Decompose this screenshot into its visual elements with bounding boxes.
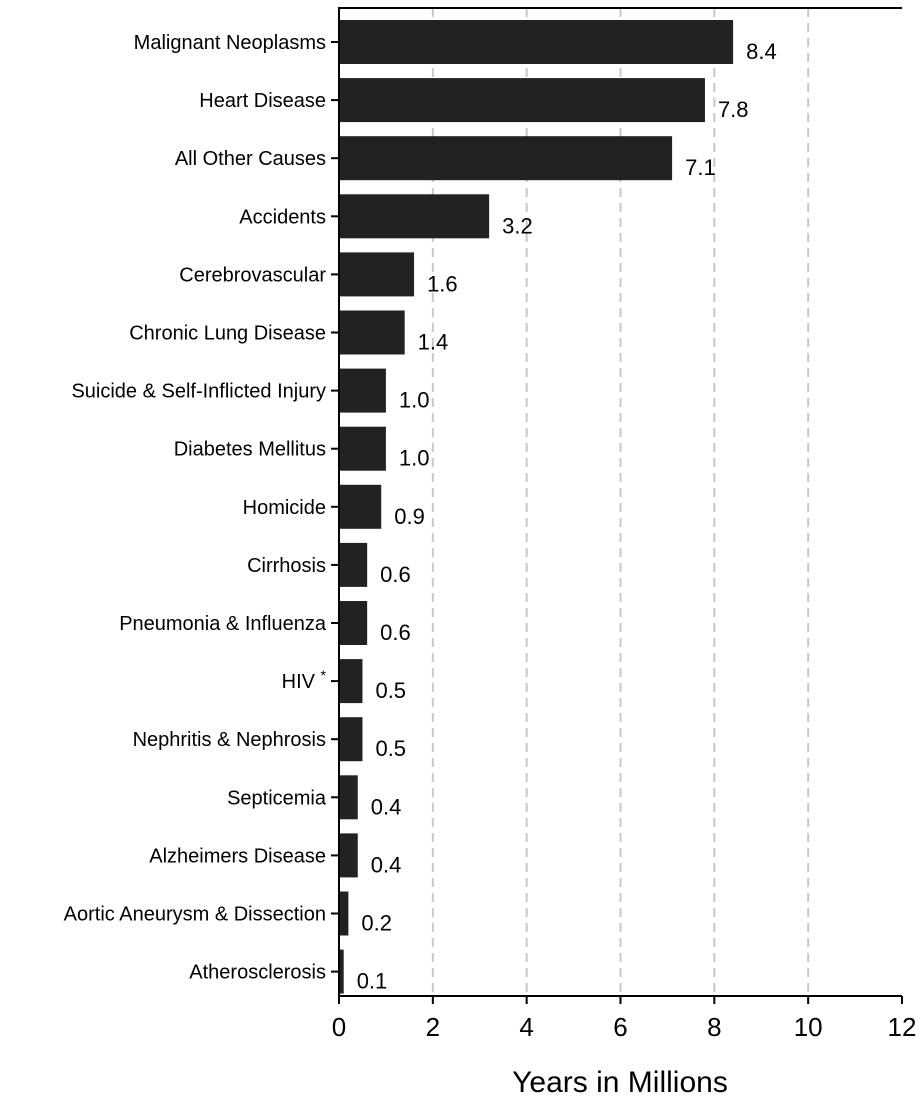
x-tick-label: 0 <box>332 1012 346 1042</box>
bar <box>339 426 386 471</box>
category-label: Cirrhosis <box>247 555 326 577</box>
category-label: Accidents <box>239 206 326 228</box>
category-label: Malignant Neoplasms <box>134 32 326 54</box>
value-label: 0.2 <box>361 911 392 936</box>
category-label: All Other Causes <box>175 148 326 170</box>
value-label: 0.9 <box>394 504 425 529</box>
labels: Malignant Neoplasms 8.4 Heart Disease 7.8 Al… <box>64 32 917 1042</box>
bar <box>339 78 705 123</box>
value-label: 1.0 <box>399 446 430 471</box>
bar <box>339 833 358 878</box>
x-tick-label: 10 <box>794 1012 823 1042</box>
x-tick-label: 6 <box>613 1012 627 1042</box>
x-tick-label: 8 <box>707 1012 721 1042</box>
value-label: 7.1 <box>685 155 716 180</box>
category-label: Pneumonia & Influenza <box>119 613 327 635</box>
bars <box>339 20 734 994</box>
value-label: 0.1 <box>357 969 388 994</box>
category-label: Septicemia <box>227 787 327 809</box>
value-label: 0.6 <box>380 562 411 587</box>
category-label: Diabetes Mellitus <box>174 439 326 461</box>
category-label: Cerebrovascular <box>179 264 326 286</box>
category-label: Atherosclerosis <box>189 962 326 984</box>
category-label: Alzheimers Disease <box>149 845 326 867</box>
bar <box>339 775 358 820</box>
x-tick-label: 12 <box>888 1012 917 1042</box>
value-label: 1.0 <box>399 388 430 413</box>
bar <box>339 20 734 64</box>
bar <box>339 659 363 704</box>
bar <box>339 136 673 181</box>
category-label: Aortic Aneurysm & Dissection <box>64 904 326 926</box>
x-tick-label: 2 <box>426 1012 440 1042</box>
bar <box>339 949 344 994</box>
bar <box>339 542 368 587</box>
value-label: 1.6 <box>427 271 458 296</box>
value-label: 3.2 <box>502 213 533 238</box>
bar <box>339 368 386 413</box>
bar <box>339 310 405 355</box>
value-label: 0.4 <box>371 852 402 877</box>
value-label: 0.5 <box>375 678 406 703</box>
category-label: HIV * <box>282 667 327 693</box>
category-label: Suicide & Self-Inflicted Injury <box>71 381 326 403</box>
category-label: Homicide <box>243 497 326 519</box>
footnote-marker: * <box>321 667 327 683</box>
bar <box>339 194 490 239</box>
axes <box>331 7 903 1004</box>
bar <box>339 601 368 645</box>
bar <box>339 484 382 529</box>
x-tick-label: 4 <box>519 1012 533 1042</box>
category-label: Nephritis & Nephrosis <box>133 729 326 751</box>
bar <box>339 717 363 762</box>
bar <box>339 891 349 936</box>
x-axis-title: Years in Millions <box>512 1066 728 1099</box>
value-label: 8.4 <box>746 39 777 64</box>
value-label: 0.4 <box>371 794 402 819</box>
value-label: 0.5 <box>375 736 406 761</box>
category-label: Chronic Lung Disease <box>129 323 326 345</box>
value-label: 7.8 <box>718 97 749 122</box>
category-label: Heart Disease <box>199 90 326 112</box>
bar <box>339 252 415 297</box>
value-label: 1.4 <box>418 330 449 355</box>
value-label: 0.6 <box>380 620 411 645</box>
